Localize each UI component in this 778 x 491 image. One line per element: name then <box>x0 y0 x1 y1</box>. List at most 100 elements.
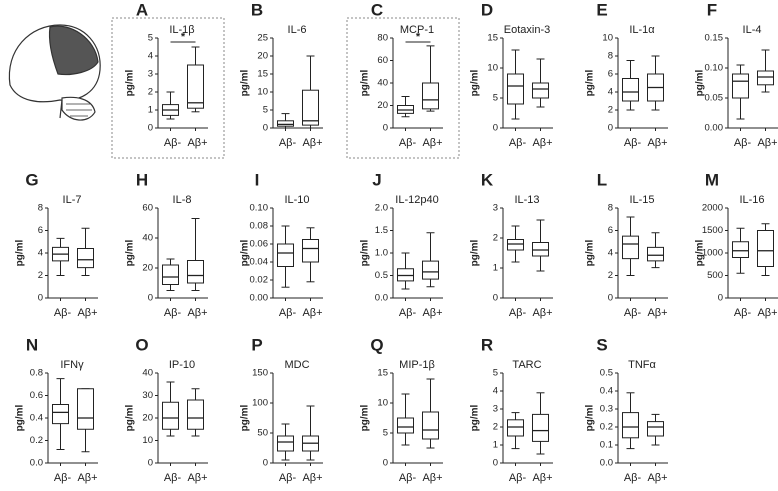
y-tick-label: 0 <box>718 293 723 304</box>
panel-title: IL-1β <box>169 24 194 36</box>
y-tick-label: 2 <box>493 233 498 244</box>
y-tick-label: 0.04 <box>250 257 269 268</box>
y-tick-label: 1000 <box>702 248 723 259</box>
y-tick-label: 0 <box>608 123 613 134</box>
y-tick-label: 100 <box>252 398 268 409</box>
box <box>162 264 179 285</box>
y-tick-label: 5 <box>263 105 268 116</box>
y-axis-label: pg/ml <box>695 69 706 96</box>
x-tick-label: Aβ- <box>164 137 182 149</box>
y-tick-label: 0.6 <box>30 390 43 401</box>
y-tick-label: 5 <box>148 33 153 44</box>
panel-letter: P <box>251 335 262 354</box>
y-tick-label: 2 <box>148 87 153 98</box>
box <box>77 388 94 430</box>
y-tick-label: 0 <box>263 458 268 469</box>
y-tick-label: 500 <box>707 270 723 281</box>
y-tick-label: 15 <box>487 33 498 44</box>
y-tick-label: 20 <box>257 51 268 62</box>
x-tick-label: Aβ+ <box>187 472 207 484</box>
y-axis-label: pg/ml <box>240 69 251 96</box>
y-tick-label: 0.02 <box>250 275 269 286</box>
y-tick-label: 0 <box>493 293 498 304</box>
y-tick-label: 0 <box>383 123 388 134</box>
panel-letter: H <box>136 170 148 189</box>
box <box>532 242 549 257</box>
y-tick-label: 1 <box>493 440 498 451</box>
y-tick-label: 0.4 <box>30 413 43 424</box>
box <box>77 248 94 269</box>
panel-letter: D <box>481 0 493 19</box>
box <box>422 260 439 280</box>
panel-title: IL-6 <box>288 24 307 36</box>
y-axis-label: pg/ml <box>585 69 596 96</box>
panel-title: IL-8 <box>173 194 192 206</box>
panel-letter: K <box>481 170 494 189</box>
y-tick-label: 15 <box>377 368 388 379</box>
y-axis-label: pg/ml <box>585 239 596 266</box>
y-tick-label: 10 <box>487 63 498 74</box>
y-tick-label: 10 <box>377 398 388 409</box>
x-tick-label: Aβ- <box>164 472 182 484</box>
panel-letter: C <box>371 0 383 19</box>
y-axis-label: pg/ml <box>15 239 26 266</box>
panel-letter: G <box>25 170 38 189</box>
y-tick-label: 4 <box>608 248 613 259</box>
y-tick-label: 2 <box>608 270 613 281</box>
x-tick-label: Aβ- <box>54 472 72 484</box>
y-tick-label: 3 <box>148 69 153 80</box>
y-tick-label: 1 <box>493 263 498 274</box>
x-tick-label: Aβ+ <box>302 307 322 319</box>
panel-letter: Q <box>370 335 383 354</box>
x-tick-label: Aβ+ <box>757 307 777 319</box>
x-tick-label: Aβ+ <box>532 137 552 149</box>
y-tick-label: 0.10 <box>250 203 269 214</box>
x-tick-label: Aβ- <box>509 137 527 149</box>
y-tick-label: 0.08 <box>250 221 269 232</box>
panel-title: MDC <box>284 359 309 371</box>
panel-title: IL-12p40 <box>395 194 438 206</box>
y-tick-label: 40 <box>142 368 153 379</box>
panel-title: IL-7 <box>63 194 82 206</box>
y-axis-label: pg/ml <box>360 239 371 266</box>
x-tick-label: Aβ- <box>54 307 72 319</box>
x-tick-label: Aβ- <box>624 307 642 319</box>
x-tick-label: Aβ+ <box>532 307 552 319</box>
y-tick-label: 0.06 <box>250 239 269 250</box>
panel-title: IL-10 <box>284 194 309 206</box>
y-tick-label: 8 <box>608 51 613 62</box>
y-tick-label: 1 <box>148 105 153 116</box>
x-tick-label: Aβ- <box>734 137 752 149</box>
box <box>162 401 179 430</box>
y-tick-label: 10 <box>142 435 153 446</box>
panel-letter: L <box>597 170 607 189</box>
y-tick-label: 0.2 <box>30 435 43 446</box>
y-tick-label: 0 <box>148 458 153 469</box>
y-tick-label: 0.0 <box>30 458 43 469</box>
x-tick-label: Aβ+ <box>757 137 777 149</box>
box <box>277 435 294 452</box>
y-tick-label: 0.8 <box>30 368 43 379</box>
y-tick-label: 0.00 <box>250 293 269 304</box>
box <box>397 417 414 434</box>
x-tick-label: Aβ+ <box>187 137 207 149</box>
y-tick-label: 4 <box>608 87 613 98</box>
y-axis-label: pg/ml <box>360 404 371 431</box>
y-tick-label: 1.5 <box>375 225 388 236</box>
y-tick-label: 0 <box>148 123 153 134</box>
x-tick-label: Aβ+ <box>647 307 667 319</box>
y-tick-label: 0.0 <box>600 458 613 469</box>
x-tick-label: Aβ- <box>399 472 417 484</box>
panel-title: TARC <box>512 359 541 371</box>
y-tick-label: 2 <box>38 270 43 281</box>
y-axis-label: pg/ml <box>240 239 251 266</box>
y-tick-label: 0.3 <box>600 404 613 415</box>
y-tick-label: 30 <box>142 390 153 401</box>
significance-label: * <box>181 31 186 43</box>
y-tick-label: 1.0 <box>375 248 388 259</box>
y-tick-label: 4 <box>493 386 498 397</box>
y-tick-label: 6 <box>608 69 613 80</box>
y-tick-label: 20 <box>142 263 153 274</box>
x-tick-label: Aβ+ <box>647 472 667 484</box>
y-tick-label: 50 <box>257 428 268 439</box>
